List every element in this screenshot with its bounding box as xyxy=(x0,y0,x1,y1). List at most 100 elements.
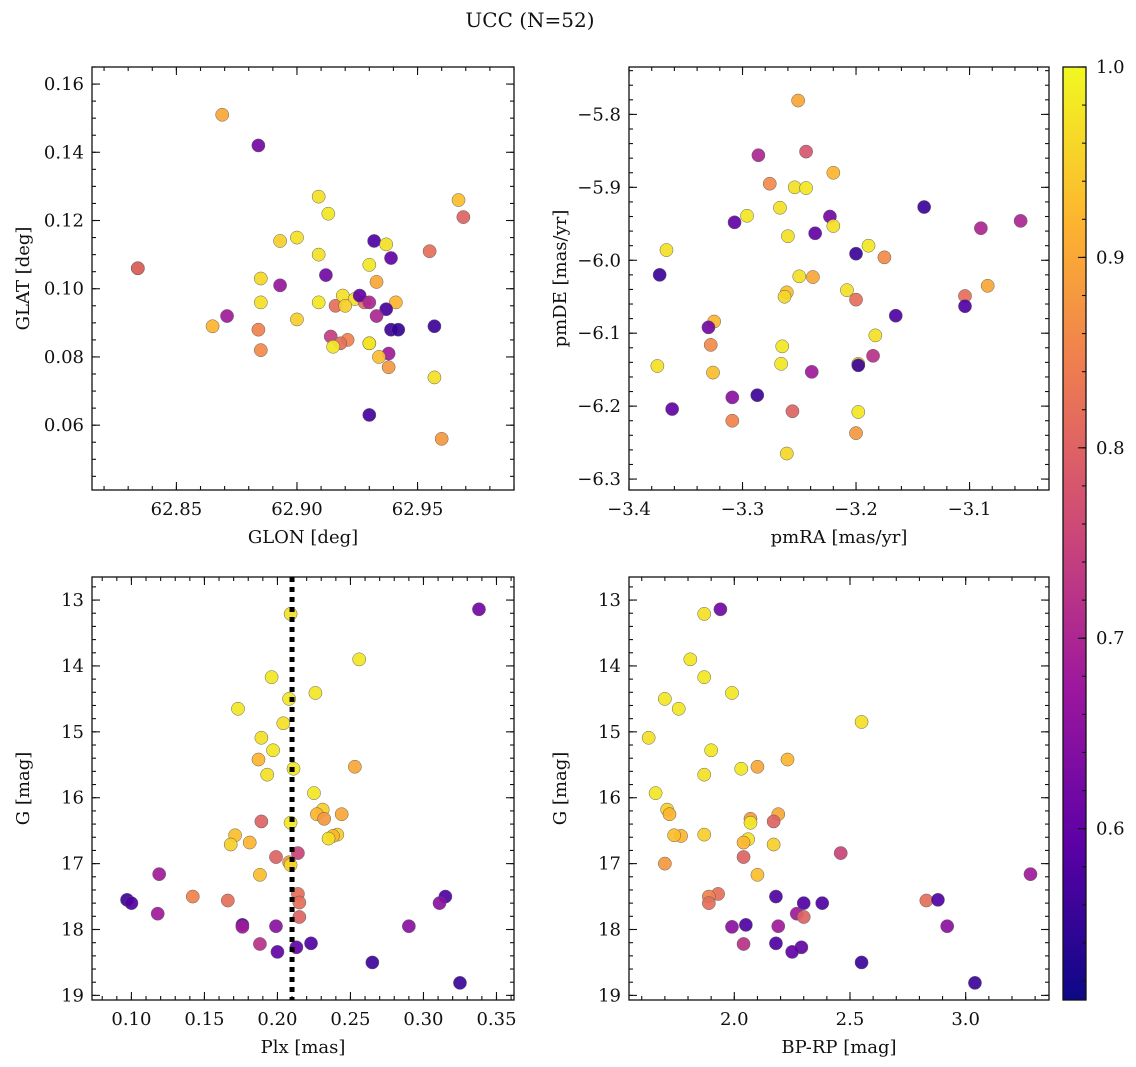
scatter-point xyxy=(833,846,848,860)
scatter-point xyxy=(251,138,266,153)
scatter-point xyxy=(806,270,820,284)
scatter-point xyxy=(130,261,145,276)
panel-pmra-pmde: −3.4 −3.3 −3.2 −3.1 −6.3 −6.2 −6.1 −6.0 −5.9 −5.8… xyxy=(550,66,1050,548)
scatter-point xyxy=(352,652,367,667)
x-axis-label: BP-RP [mag] xyxy=(781,1037,896,1058)
scatter-point xyxy=(665,402,679,416)
x-axis-label: pmRA [mas/yr] xyxy=(771,527,908,548)
y-tick-label: 17 xyxy=(61,854,84,875)
x-tick-label: 0.35 xyxy=(476,1009,516,1030)
scatter-point xyxy=(326,339,340,354)
scatter-point xyxy=(311,295,326,310)
axes-frame xyxy=(91,66,515,491)
x-tick-label: 62.85 xyxy=(151,499,203,520)
y-tick-label: 19 xyxy=(61,985,84,1006)
scatter-point xyxy=(220,893,235,908)
scatter-point xyxy=(725,390,740,405)
x-tick-label: −3.3 xyxy=(721,499,765,520)
scatter-point xyxy=(866,348,880,363)
figure-title: UCC (N=52) xyxy=(465,8,594,32)
scatter-point xyxy=(235,920,250,934)
y-tick-label: 0.10 xyxy=(44,279,84,300)
scatter-point xyxy=(432,896,447,910)
scatter-point xyxy=(888,308,903,323)
scatter-point xyxy=(251,752,266,767)
scatter-point xyxy=(968,976,982,990)
y-tick-label: −6.3 xyxy=(577,469,621,490)
scatter-point xyxy=(766,837,781,852)
scatter-point xyxy=(352,288,367,303)
scatter-point xyxy=(290,312,304,327)
scatter-point xyxy=(917,200,931,214)
scatter-point xyxy=(1023,867,1038,882)
scatter-point xyxy=(849,292,863,307)
y-tick-label: 16 xyxy=(61,788,84,809)
scatter-point xyxy=(773,200,787,215)
scatter-point xyxy=(231,701,245,716)
scatter-point xyxy=(1013,214,1028,228)
y-tick-label: 0.12 xyxy=(44,211,84,232)
colorbar-gradient xyxy=(1063,67,1086,1000)
scatter-point xyxy=(379,237,394,252)
y-tick-label: 0.06 xyxy=(44,415,84,436)
scatter-point xyxy=(215,107,230,122)
data-points xyxy=(650,93,1028,461)
colorbar-tick-label: 0.7 xyxy=(1096,628,1125,649)
scatter-point xyxy=(372,350,386,364)
scatter-point xyxy=(785,945,799,959)
scatter-point xyxy=(369,309,384,323)
scatter-point xyxy=(713,602,728,617)
y-tick-label: 0.08 xyxy=(44,347,84,368)
scatter-point xyxy=(242,835,257,850)
scatter-point xyxy=(931,893,945,907)
scatter-point xyxy=(704,743,718,758)
scatter-point xyxy=(980,278,995,293)
scatter-point xyxy=(251,322,266,337)
axes-frame xyxy=(628,66,1050,491)
scatter-point xyxy=(291,846,305,860)
scatter-point xyxy=(796,910,811,924)
scatter-point xyxy=(762,176,777,191)
scatter-point xyxy=(725,413,740,428)
scatter-point xyxy=(254,730,269,745)
y-tick-label: −5.8 xyxy=(577,104,621,125)
y-tick-label: −6.0 xyxy=(577,250,621,271)
scatter-point xyxy=(319,268,333,282)
scatter-point xyxy=(152,867,167,882)
scatter-point xyxy=(750,867,765,882)
scatter-point xyxy=(269,850,283,864)
scatter-point xyxy=(369,275,384,289)
y-tick-label: 14 xyxy=(61,656,84,677)
scatter-point xyxy=(725,920,739,934)
scatter-point xyxy=(671,701,686,716)
scatter-point xyxy=(434,431,449,446)
y-axis-label: G [mag] xyxy=(13,752,34,825)
scatter-point xyxy=(739,918,753,932)
y-axis-label: G [mag] xyxy=(550,752,571,825)
scatter-point xyxy=(815,896,830,910)
scatter-point xyxy=(276,716,291,731)
scatter-point xyxy=(775,339,790,354)
scatter-point xyxy=(650,359,665,373)
y-tick-label: 0.14 xyxy=(44,142,84,163)
scatter-point xyxy=(659,243,674,257)
scatter-point xyxy=(808,226,823,241)
scatter-point xyxy=(779,446,794,461)
scatter-point xyxy=(851,358,866,373)
scatter-point xyxy=(381,360,396,375)
scatter-point xyxy=(253,295,268,310)
scatter-point xyxy=(683,652,698,667)
axes-frame xyxy=(628,576,1050,1001)
x-tick-label: 0.30 xyxy=(403,1009,443,1030)
scatter-point xyxy=(796,896,811,910)
y-tick-label: 13 xyxy=(598,590,621,611)
y-tick-label: 18 xyxy=(61,920,84,941)
scatter-point xyxy=(736,835,751,850)
y-tick-label: 16 xyxy=(598,788,621,809)
scatter-point xyxy=(317,811,332,826)
scatter-point xyxy=(253,343,268,357)
x-tick-label: 62.90 xyxy=(271,499,323,520)
scatter-point xyxy=(769,889,783,904)
scatter-point xyxy=(422,244,437,259)
